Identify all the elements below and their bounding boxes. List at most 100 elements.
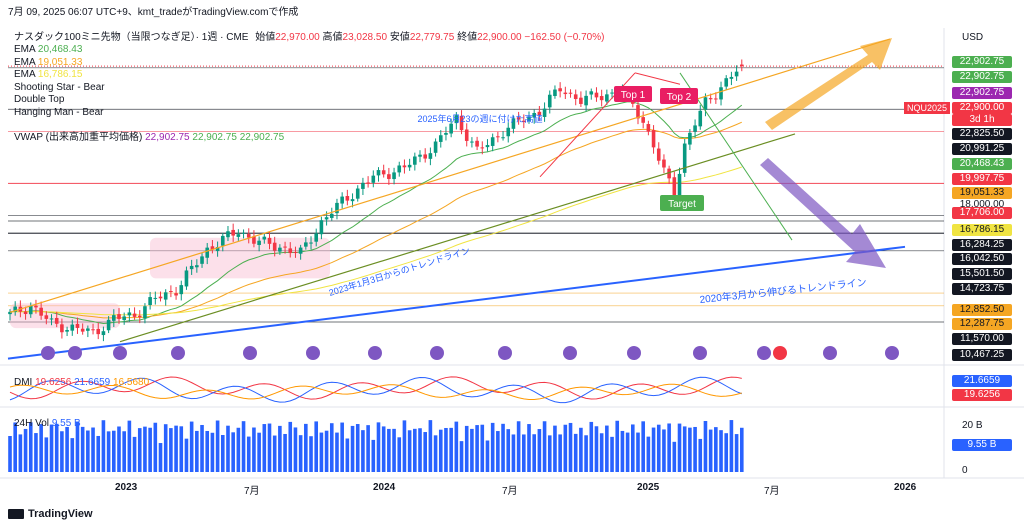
- volume-bar: [714, 427, 718, 472]
- volume-bar: [340, 422, 344, 472]
- candle-body: [480, 147, 485, 149]
- candle-body: [293, 252, 298, 254]
- legend-item[interactable]: Shooting Star - Bear: [14, 82, 105, 94]
- dmi-legend[interactable]: DMI 19.6256 21.6659 16.5680: [14, 377, 149, 389]
- candle-body: [496, 136, 500, 138]
- candle-body: [272, 242, 277, 251]
- legend-item[interactable]: EMA 19,051.33: [14, 57, 82, 69]
- volume-bar: [646, 436, 651, 472]
- candle-body: [610, 92, 614, 94]
- candle-body: [553, 89, 557, 97]
- candle-body: [288, 248, 293, 254]
- volume-bar: [651, 427, 656, 472]
- candle-body: [573, 94, 578, 100]
- candle-body: [636, 105, 640, 119]
- volume-bar: [719, 430, 723, 472]
- ema-line: [9, 101, 743, 324]
- volume-bar: [605, 425, 609, 472]
- candle-body: [210, 246, 215, 250]
- candle-body: [345, 196, 350, 201]
- candle-body: [184, 270, 189, 287]
- candle-body: [122, 316, 126, 321]
- volume-legend[interactable]: 24H Vol 9.55 B: [14, 418, 81, 430]
- candle-body: [23, 311, 28, 315]
- volume-bar: [480, 424, 485, 472]
- candle-body: [568, 92, 573, 94]
- candle-body: [719, 87, 723, 100]
- volume-bar: [8, 436, 12, 472]
- earnings-event-icon: [171, 346, 185, 360]
- candle-body: [656, 148, 661, 161]
- price-tag: 11,570.00: [952, 333, 1012, 345]
- candle-body: [511, 118, 516, 129]
- candle-body: [672, 177, 677, 197]
- volume-bar: [376, 422, 381, 472]
- volume-bar: [267, 423, 272, 472]
- legend-item[interactable]: Hanging Man - Bear: [14, 107, 104, 119]
- volume-bar: [428, 420, 433, 472]
- currency-label[interactable]: USD: [962, 32, 984, 43]
- highlight-band: [150, 237, 330, 279]
- volume-bar: [13, 422, 17, 472]
- candle-body: [137, 315, 142, 318]
- candle-body: [205, 247, 210, 258]
- legend-name: EMA: [14, 56, 36, 68]
- candle-body: [423, 154, 427, 159]
- volume-bar: [257, 432, 261, 472]
- price-tag: 16,284.25: [952, 239, 1012, 251]
- legend-name: EMA: [14, 69, 36, 80]
- symbol-name[interactable]: ナスダック100ミニ先物（当限つなぎ足）· 1週 · CME: [14, 32, 249, 43]
- candle-body: [283, 246, 287, 248]
- candle-body: [527, 116, 531, 121]
- volume-tag: 9.55 B: [952, 439, 1012, 451]
- volume-bar: [309, 436, 313, 472]
- volume-bar: [615, 420, 620, 472]
- volume-bar: [522, 434, 526, 472]
- volume-bar: [200, 424, 204, 472]
- highlight-band: [10, 303, 120, 329]
- label-top1: Top 1: [621, 90, 646, 101]
- volume-bar: [708, 429, 713, 472]
- volume-group: [8, 420, 744, 472]
- change-value: −162.50 (−0.70%): [524, 32, 605, 43]
- legend-item[interactable]: EMA 16,786.15: [14, 69, 82, 81]
- volume-bar: [558, 434, 562, 472]
- candle-body: [257, 240, 261, 245]
- candle-body: [433, 141, 438, 153]
- candle-body: [246, 234, 251, 238]
- legend-item[interactable]: Double Top: [14, 94, 64, 106]
- legend-item[interactable]: EMA 20,468.43: [14, 44, 82, 56]
- candle-body: [371, 175, 376, 183]
- candle-body: [599, 96, 604, 101]
- volume-bar: [283, 433, 287, 472]
- volume-bar: [610, 436, 614, 472]
- ema-line: [9, 166, 742, 316]
- volume-bar: [594, 426, 599, 472]
- earnings-event-icon: [563, 346, 577, 360]
- volume-bar: [241, 421, 246, 472]
- volume-bar: [60, 431, 64, 472]
- volume-bar: [381, 426, 386, 472]
- candle-body: [112, 315, 116, 321]
- volume-bar: [527, 424, 531, 472]
- candle-body: [366, 182, 370, 184]
- price-tag: 22,902.75: [952, 87, 1012, 99]
- timestamp-line: 7月 09, 2025 06:07 UTC+9、kmt_tradeがTradin…: [8, 7, 299, 18]
- candle-body: [75, 323, 80, 328]
- volume-bar: [272, 435, 277, 472]
- candle-body: [682, 143, 687, 173]
- volume-bar: [703, 420, 708, 472]
- price-tag: 20,991.25: [952, 143, 1012, 155]
- volume-bar: [298, 435, 303, 472]
- candle-body: [195, 265, 199, 268]
- dmi-value-1: 19.6256: [35, 377, 72, 388]
- candle-body: [65, 330, 69, 332]
- low-label: 安値: [389, 32, 410, 43]
- candle-body: [734, 71, 739, 77]
- volume-bar: [314, 421, 319, 472]
- vwap-legend[interactable]: VWAP (出来高加重平均価格) 22,902.75 22,902.75 22,…: [14, 132, 284, 144]
- volume-bar: [195, 430, 199, 472]
- candle-body: [693, 125, 697, 132]
- earnings-event-icon: [113, 346, 127, 360]
